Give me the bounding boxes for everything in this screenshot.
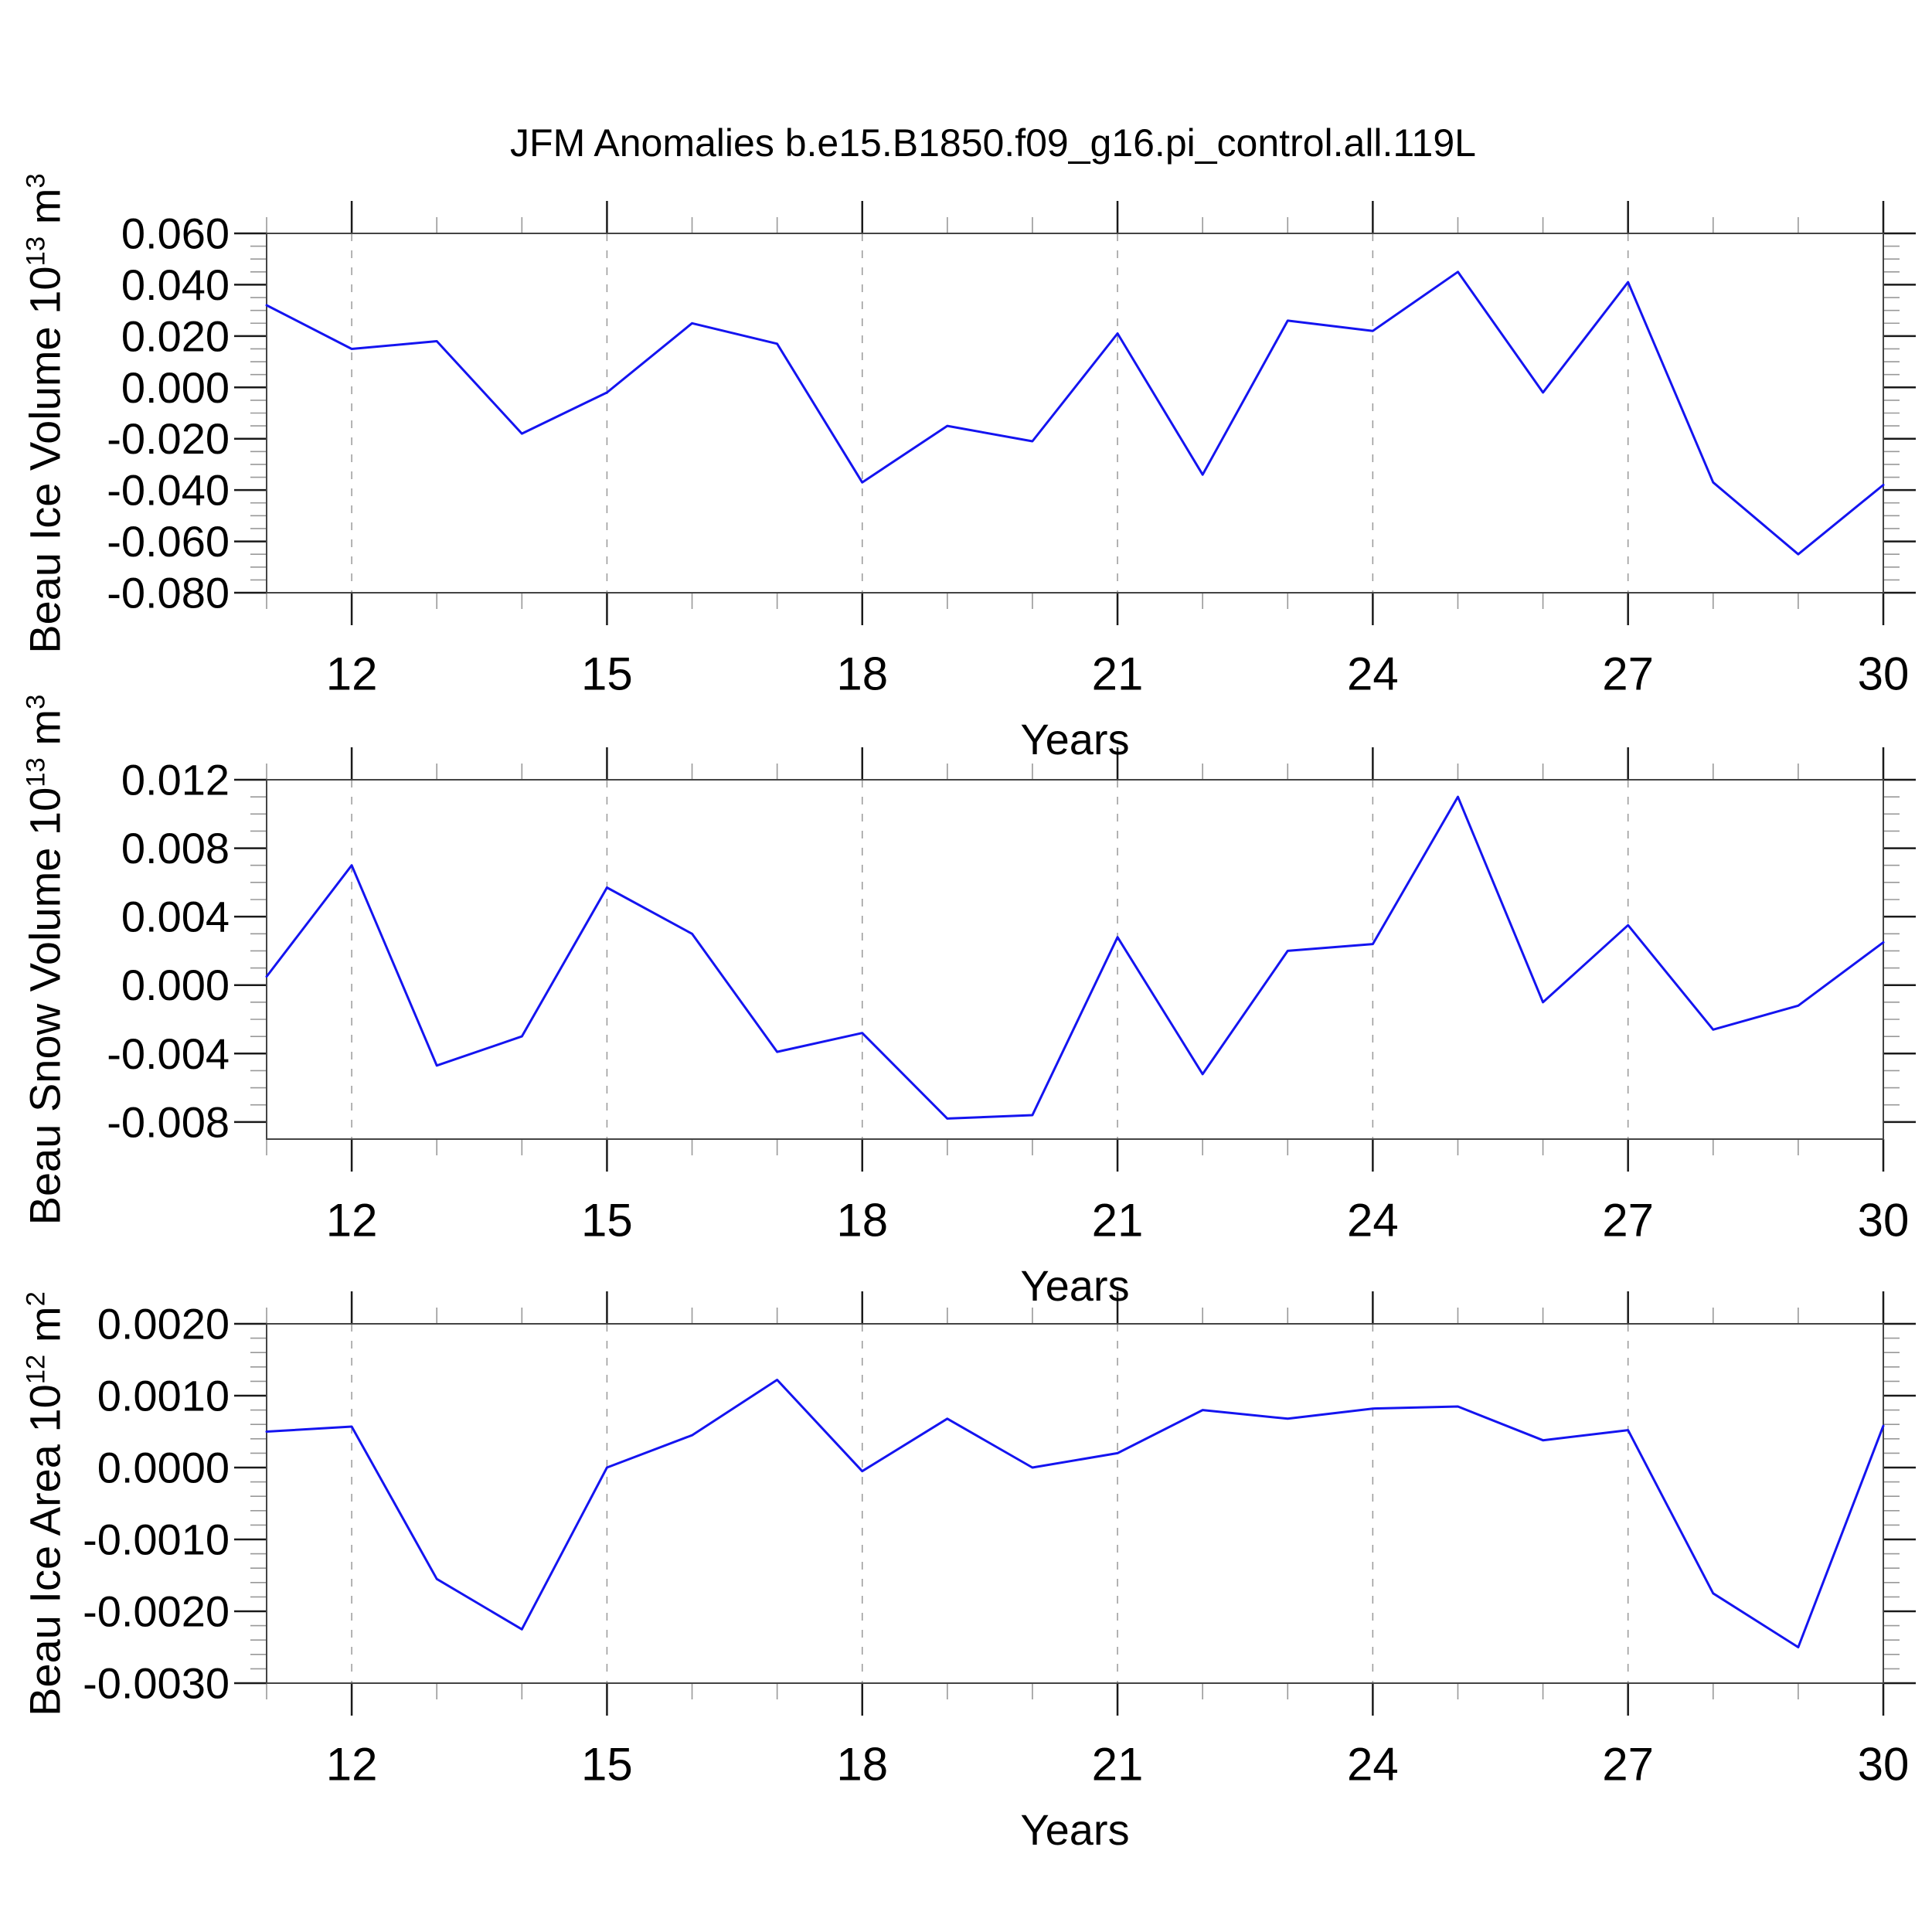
y-tick-label: 0.0020 [97,1300,230,1349]
y-tick-label: 0.0000 [97,1444,230,1492]
x-tick-label-24: 24 [1347,648,1399,700]
x-tick-label-27: 27 [1602,1195,1654,1247]
y-tick-label: -0.0020 [83,1587,230,1636]
y-tick-label: -0.040 [107,466,230,515]
y-tick-label: -0.0010 [83,1515,230,1564]
x-tick-label-21: 21 [1092,1195,1144,1247]
x-axis-title-years-bottom: Years [1020,1805,1130,1854]
y-tick-label: 0.008 [121,824,230,872]
panel-frame [266,233,1884,594]
y-tick-label: -0.020 [107,414,230,463]
x-tick-label-30: 30 [1858,648,1910,700]
x-tick-label-18: 18 [836,648,888,700]
x-tick-label-12: 12 [326,648,378,700]
x-tick-label-15: 15 [581,1739,633,1791]
panel-middle: 12 15 18 21 24 27 30 0.012 0.008 0.004 0.000 -0.004… [107,747,1916,1247]
series-line-bottom [265,1379,1885,1648]
y-tick-label: 0.020 [121,311,230,360]
y-tick-label: 0.0010 [97,1372,230,1420]
y-tick-label: 0.000 [121,363,230,412]
series-line-middle [265,795,1885,1120]
chart-title: JFM Anomalies b.e15.B1850.f09_g16.pi_con… [510,121,1476,165]
x-tick-label-30: 30 [1858,1739,1910,1791]
y-axis-title-snow-volume: Beau Snow Volume 1013 m3 [20,694,70,1225]
panel-frame [266,1323,1884,1684]
x-tick-label-15: 15 [581,648,633,700]
x-axis-title-years-top: Years [1020,715,1130,764]
panel-top: 12 15 18 21 24 27 30 0.0600.0400.0200.000-0.020… [107,201,1916,700]
x-axis-title-years-middle: Years [1020,1261,1130,1310]
x-tick-label-21: 21 [1092,648,1144,700]
x-tick-label-18: 18 [836,1195,888,1247]
y-axis-title-ice-area: Beau Ice Area 1012 m2 [20,1291,70,1716]
series-line-top [265,270,1885,556]
x-tick-label-30: 30 [1858,1195,1910,1247]
y-tick-label: -0.004 [107,1029,230,1078]
y-tick-label: 0.060 [121,209,230,258]
y-tick-label: -0.080 [107,569,230,617]
x-tick-label-12: 12 [326,1739,378,1791]
x-tick-label-24: 24 [1347,1195,1399,1247]
x-tick-label-18: 18 [836,1739,888,1791]
y-tick-label: -0.008 [107,1097,230,1146]
x-tick-label-27: 27 [1602,1739,1654,1791]
x-tick-label-27: 27 [1602,648,1654,700]
y-tick-label: -0.060 [107,517,230,566]
y-tick-label: 0.040 [121,260,230,309]
x-tick-label-24: 24 [1347,1739,1399,1791]
panel-bottom: 12 15 18 21 24 27 30 0.0020 0.0010 0.0000 -0.0010 -… [83,1291,1916,1791]
x-tick-label-12: 12 [326,1195,378,1247]
panel-frame [266,779,1884,1140]
y-tick-label: 0.012 [121,756,230,804]
x-tick-label-15: 15 [581,1195,633,1247]
y-tick-label: 0.004 [121,893,230,941]
y-axis-title-ice-volume: Beau Ice Volume 1013 m3 [20,172,70,654]
x-tick-label-21: 21 [1092,1739,1144,1791]
y-tick-label: 0.000 [121,961,230,1009]
y-tick-label: -0.0030 [83,1659,230,1708]
